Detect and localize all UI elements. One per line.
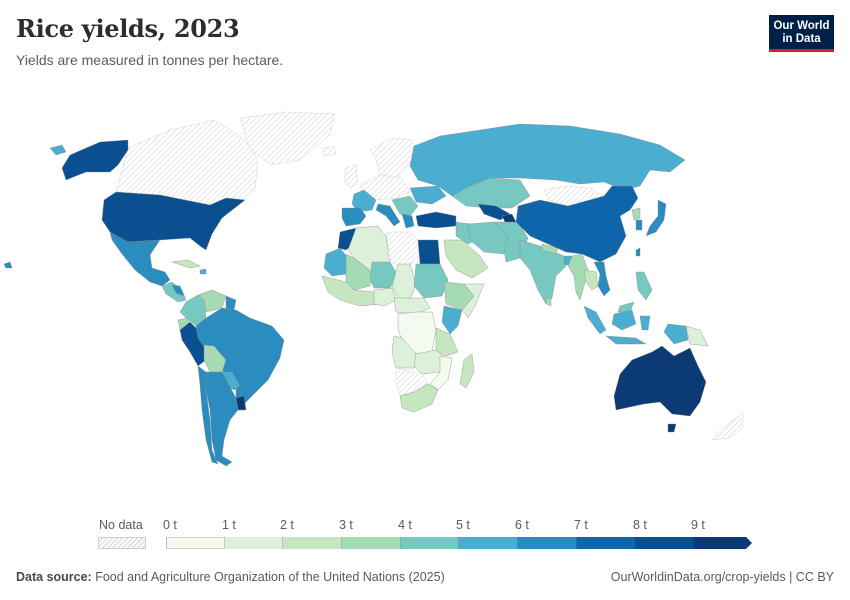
country-central-america[interactable]: [161, 281, 187, 303]
chart-title: Rice yields, 2023: [16, 14, 240, 43]
legend-bin-4-5[interactable]: [401, 537, 459, 549]
country-sudan[interactable]: [413, 263, 449, 299]
legend-tick-3: 3 t: [339, 518, 353, 532]
owid-logo[interactable]: Our World in Data: [769, 15, 834, 52]
legend-bin-6-7[interactable]: [518, 537, 577, 549]
country-cuba[interactable]: [171, 259, 201, 269]
country-somalia[interactable]: [461, 283, 485, 319]
country-kazakhstan[interactable]: [451, 177, 531, 209]
country-tasmania[interactable]: [667, 423, 677, 433]
country-new-zealand[interactable]: [711, 411, 745, 441]
country-png[interactable]: [685, 325, 709, 347]
legend-tick-1: 1 t: [222, 518, 236, 532]
country-north-korea[interactable]: [631, 207, 641, 221]
country-hawaii[interactable]: [3, 261, 13, 269]
source-text[interactable]: Food and Agriculture Organization of the…: [95, 570, 445, 584]
country-borneo[interactable]: [611, 309, 637, 331]
chart-subtitle: Yields are measured in tonnes per hectar…: [16, 52, 284, 68]
logo-line-2: in Data: [782, 33, 821, 45]
country-vietnam[interactable]: [593, 261, 611, 297]
legend-tick-4: 4 t: [398, 518, 412, 532]
country-caribbean[interactable]: [199, 268, 207, 275]
country-guyana[interactable]: [225, 295, 237, 311]
country-mauritania[interactable]: [323, 247, 349, 277]
country-spain[interactable]: [341, 207, 367, 227]
country-alaska-islands[interactable]: [49, 144, 67, 156]
country-sri-lanka[interactable]: [545, 297, 552, 307]
country-papua[interactable]: [663, 323, 689, 345]
legend-tick-7: 7 t: [574, 518, 588, 532]
country-italy[interactable]: [375, 203, 401, 227]
country-scandinavia[interactable]: [369, 137, 419, 181]
legend-bin-0-1[interactable]: [166, 537, 225, 549]
footer-source: Data source: Food and Agriculture Organi…: [16, 570, 445, 584]
country-nigeria[interactable]: [373, 287, 397, 307]
country-alaska[interactable]: [61, 139, 129, 181]
legend-no-data-label: No data: [99, 518, 143, 532]
country-indonesia[interactable]: [583, 305, 607, 335]
country-mexico[interactable]: [109, 231, 171, 287]
country-russia[interactable]: [409, 123, 686, 197]
country-myanmar[interactable]: [567, 253, 589, 301]
legend-bin-1-2[interactable]: [225, 537, 283, 549]
country-honduras[interactable]: [171, 284, 185, 297]
country-south-africa[interactable]: [399, 383, 439, 413]
country-libya[interactable]: [385, 231, 419, 267]
country-chad[interactable]: [391, 263, 417, 301]
country-turkey[interactable]: [415, 211, 457, 229]
country-central-africa[interactable]: [393, 297, 431, 315]
legend-bin-8-9[interactable]: [636, 537, 694, 549]
country-thailand[interactable]: [583, 269, 599, 291]
country-egypt[interactable]: [417, 239, 441, 265]
legend: No data: [0, 515, 850, 555]
country-chile[interactable]: [197, 365, 219, 465]
legend-arrow-icon: [746, 537, 752, 549]
country-france[interactable]: [351, 189, 377, 213]
country-kenya[interactable]: [441, 305, 463, 335]
legend-tick-6: 6 t: [515, 518, 529, 532]
country-saudi-arabia[interactable]: [443, 239, 489, 279]
country-philippines[interactable]: [635, 271, 653, 301]
country-argentina[interactable]: [205, 371, 239, 467]
country-iceland[interactable]: [321, 145, 337, 157]
country-taiwan[interactable]: [635, 247, 641, 257]
country-tanzania[interactable]: [435, 327, 459, 357]
country-canada[interactable]: [115, 119, 259, 206]
country-niger[interactable]: [369, 261, 399, 289]
country-angola[interactable]: [391, 335, 417, 369]
legend-bin-7-8[interactable]: [577, 537, 636, 549]
legend-bin-2-3[interactable]: [283, 537, 342, 549]
country-nepal[interactable]: [541, 243, 559, 255]
country-china[interactable]: [515, 185, 639, 263]
country-greece[interactable]: [401, 213, 415, 229]
country-java[interactable]: [605, 335, 647, 345]
legend-tick-2: 2 t: [280, 518, 294, 532]
legend-no-data-swatch[interactable]: [98, 537, 146, 549]
country-japan[interactable]: [645, 199, 667, 237]
legend-bin-9-plus[interactable]: [694, 537, 746, 549]
legend-bin-5-6[interactable]: [459, 537, 518, 549]
legend-tick-5: 5 t: [456, 518, 470, 532]
legend-tick-0: 0 t: [163, 518, 177, 532]
country-south-korea[interactable]: [635, 219, 643, 231]
legend-bin-3-4[interactable]: [342, 537, 401, 549]
legend-tick-8: 8 t: [633, 518, 647, 532]
country-ukraine[interactable]: [409, 185, 447, 205]
country-australia[interactable]: [613, 345, 707, 417]
footer-link[interactable]: OurWorldinData.org/crop-yields | CC BY: [610, 570, 834, 584]
logo-line-1: Our World: [773, 20, 830, 32]
country-sulawesi[interactable]: [639, 315, 651, 331]
country-madagascar[interactable]: [459, 353, 475, 389]
legend-tick-9: 9 t: [691, 518, 705, 532]
world-map[interactable]: [0, 95, 850, 505]
country-balkans[interactable]: [391, 195, 419, 217]
source-label: Data source:: [16, 570, 92, 584]
country-uk[interactable]: [343, 163, 359, 189]
